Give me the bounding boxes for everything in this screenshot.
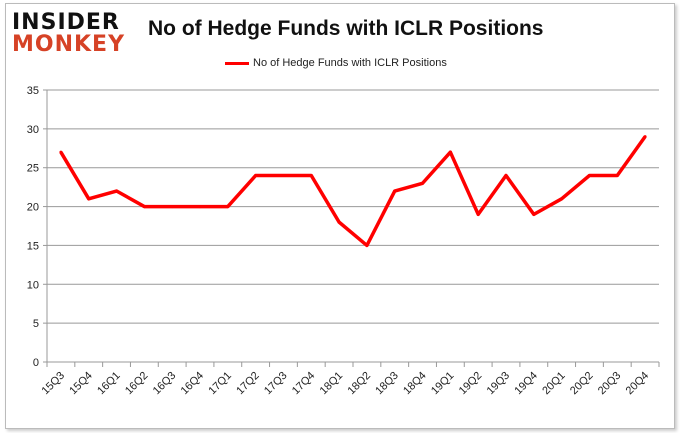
data-point	[532, 212, 536, 216]
data-point	[115, 189, 119, 193]
x-tick-label: 15Q3	[40, 370, 68, 398]
y-tick-label: 30	[27, 124, 39, 136]
chart-frame	[5, 3, 675, 429]
data-point	[448, 150, 452, 154]
x-tick-label: 16Q4	[179, 370, 207, 398]
data-point	[309, 173, 313, 177]
x-tick-label: 20Q1	[540, 370, 568, 398]
x-tick-label: 19Q4	[512, 370, 540, 398]
x-tick-label: 18Q1	[318, 370, 346, 398]
x-tick-label: 18Q3	[373, 370, 401, 398]
logo-line2: MONKEY	[12, 32, 126, 57]
data-point	[421, 181, 425, 185]
legend-label: No of Hedge Funds with ICLR Positions	[253, 57, 447, 69]
data-point	[337, 220, 341, 224]
chart-title: No of Hedge Funds with ICLR Positions	[148, 17, 544, 40]
data-point	[504, 173, 508, 177]
x-tick-label: 17Q4	[290, 370, 318, 398]
x-tick-label: 16Q3	[151, 370, 179, 398]
data-point	[476, 212, 480, 216]
y-tick-label: 5	[33, 318, 39, 330]
x-tick-label: 20Q4	[624, 370, 652, 398]
data-point	[87, 197, 91, 201]
y-tick-label: 0	[33, 357, 39, 369]
y-tick-label: 25	[27, 163, 39, 175]
x-tick-label: 16Q1	[95, 370, 123, 398]
x-tick-label: 16Q2	[123, 370, 151, 398]
y-tick-label: 20	[27, 202, 39, 214]
data-point	[198, 205, 202, 209]
x-tick-label: 19Q1	[429, 370, 457, 398]
data-point	[281, 173, 285, 177]
legend: No of Hedge Funds with ICLR Positions	[225, 57, 447, 69]
x-tick-label: 19Q3	[485, 370, 513, 398]
data-point	[643, 135, 647, 139]
x-tick-label: 20Q2	[568, 370, 596, 398]
insider-monkey-logo: INSIDER MONKEY	[12, 12, 125, 56]
x-tick-label: 17Q2	[234, 370, 262, 398]
x-tick-label: 15Q4	[67, 370, 95, 398]
x-tick-label: 17Q1	[206, 370, 234, 398]
data-point	[393, 189, 397, 193]
y-tick-label: 10	[27, 279, 39, 291]
data-point	[170, 205, 174, 209]
logo-line1: INSIDER	[12, 10, 120, 35]
data-point	[365, 243, 369, 247]
y-tick-label: 15	[27, 240, 39, 252]
data-point	[615, 173, 619, 177]
data-point	[587, 173, 591, 177]
x-tick-label: 18Q2	[346, 370, 374, 398]
legend-swatch	[225, 61, 249, 65]
data-point	[560, 197, 564, 201]
data-point	[59, 150, 63, 154]
x-tick-label: 19Q2	[457, 370, 485, 398]
x-tick-label: 20Q3	[596, 370, 624, 398]
series-line	[59, 135, 647, 248]
data-point	[142, 205, 146, 209]
x-tick-label: 18Q4	[401, 370, 429, 398]
x-tick-label: 17Q3	[262, 370, 290, 398]
data-point	[226, 205, 230, 209]
y-tick-label: 35	[27, 85, 39, 97]
data-point	[254, 173, 258, 177]
